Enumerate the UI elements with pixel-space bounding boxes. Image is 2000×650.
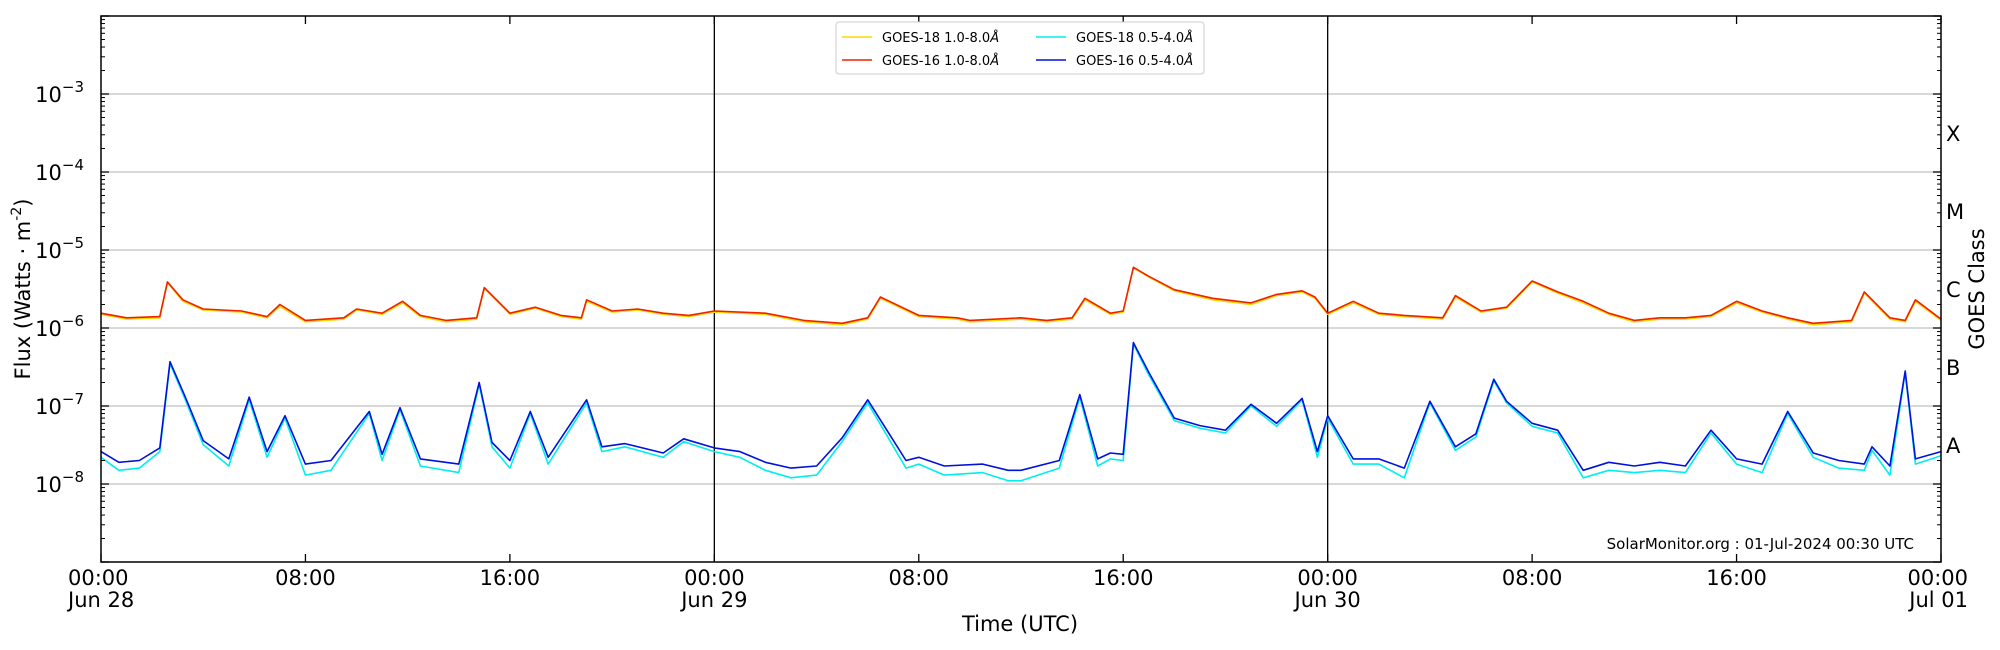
goes-class-A: A (1946, 434, 1961, 458)
x-tick-label-2: 16:00 (480, 566, 541, 590)
series-group (100, 266, 1942, 482)
goes-class-labels: A B C M X (1946, 122, 1964, 458)
series-goes16_short (100, 341, 1942, 472)
series-goes18_short (100, 343, 1942, 482)
day-separator-lines (713, 16, 1329, 562)
right-axis-title: GOES Class (1965, 228, 1989, 349)
x-date-label-6: Jun 30 (1293, 588, 1361, 612)
credit-text: SolarMonitor.org : 01-Jul-2024 00:30 UTC (1607, 535, 1914, 553)
goes-class-X: X (1946, 122, 1960, 146)
y-tick-label-5: 10−3 (35, 78, 84, 107)
goes-class-B: B (1946, 356, 1960, 380)
y-axis-ticks: 10−8 10−7 10−6 10−5 10−4 10−3 (35, 15, 1941, 563)
x-tick-label-5: 16:00 (1093, 566, 1154, 590)
legend-label-goes16_long: GOES-16 1.0-8.0Å (882, 53, 999, 69)
x-date-label-9: Jul 01 (1907, 588, 1968, 612)
x-tick-label-0: 00:00 (68, 566, 129, 590)
x-date-label-0: Jun 28 (66, 588, 134, 612)
legend: GOES-18 1.0-8.0Å GOES-18 0.5-4.0Å GOES-16 … (835, 21, 1205, 75)
series-goes16_long (100, 266, 1942, 325)
y-axis-title-sup: -2 (9, 207, 25, 221)
y-tick-label-4: 10−4 (35, 156, 84, 185)
y-axis-title-main: Flux (Watts · m (11, 221, 35, 380)
x-tick-label-9: 00:00 (1907, 566, 1968, 590)
series-goes18_long (100, 267, 1942, 326)
x-tick-label-6: 00:00 (1297, 566, 1358, 590)
plot-frame (100, 15, 1942, 563)
goes-class-C: C (1946, 278, 1961, 302)
y-tick-label-1: 10−7 (35, 390, 84, 419)
x-date-label-3: Jun 29 (679, 588, 747, 612)
legend-label-goes18_long: GOES-18 1.0-8.0Å (882, 30, 999, 46)
legend-box (835, 21, 1205, 75)
x-tick-label-8: 16:00 (1706, 566, 1767, 590)
x-tick-label-3: 00:00 (684, 566, 745, 590)
y-axis-title-close: ) (11, 199, 35, 207)
legend-label-goes16_short: GOES-16 0.5-4.0Å (1076, 53, 1193, 69)
x-tick-label-1: 08:00 (275, 566, 336, 590)
legend-label-goes18_short: GOES-18 0.5-4.0Å (1076, 30, 1193, 46)
y-axis-title: Flux (Watts · m-2) (9, 199, 35, 380)
goes-class-M: M (1946, 200, 1964, 224)
x-axis-title: Time (UTC) (961, 612, 1078, 636)
y-tick-label-2: 10−6 (35, 312, 84, 341)
x-tick-label-7: 08:00 (1502, 566, 1563, 590)
gridlines (101, 93, 1941, 485)
x-tick-label-4: 08:00 (889, 566, 950, 590)
y-tick-label-0: 10−8 (35, 468, 84, 497)
y-tick-label-3: 10−5 (35, 234, 84, 263)
